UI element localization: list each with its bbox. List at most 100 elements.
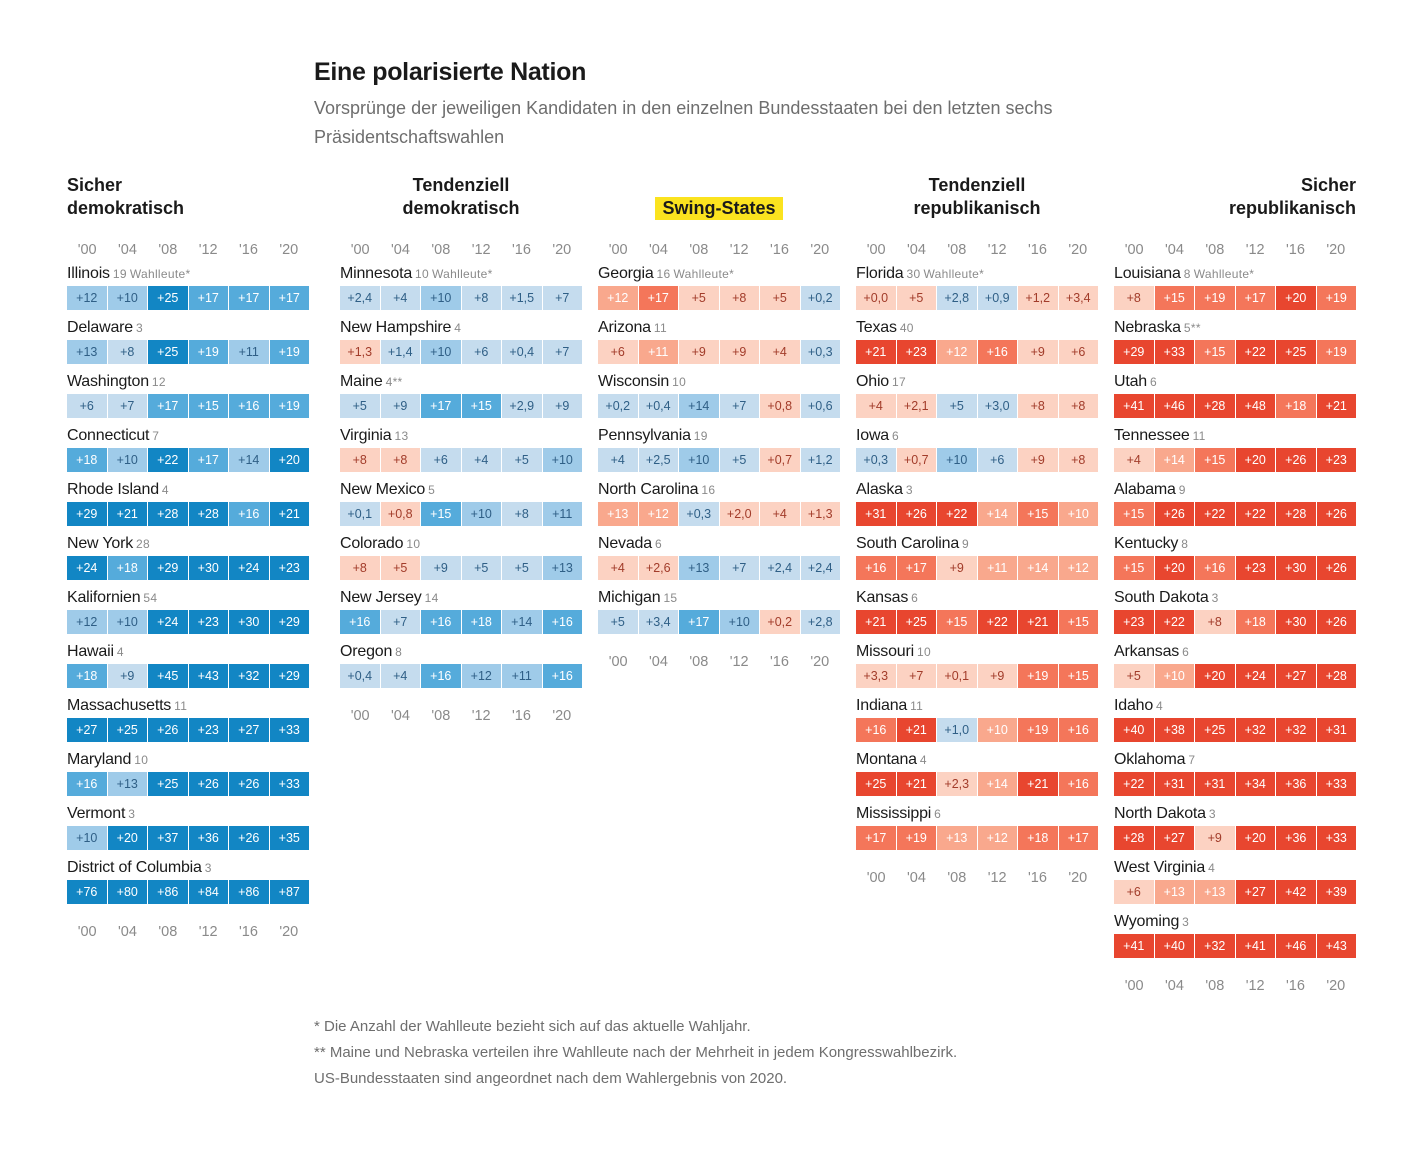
electoral-votes-suffix: Wahlleute* xyxy=(673,267,735,281)
margin-cells: +76 +80 +86 +84 +86 +87 xyxy=(67,880,309,904)
margin-cell: +17 xyxy=(421,394,461,418)
electoral-votes: 4 xyxy=(919,753,927,767)
year-label: '16 xyxy=(512,708,531,724)
group-heading-line: republikanisch xyxy=(913,198,1041,218)
margin-cell: +14 xyxy=(977,772,1017,796)
group-swing-states: Swing-States '00'04'08'12'16'20 Georgia 16 W… xyxy=(598,174,840,674)
chart-title: Eine polarisierte Nation xyxy=(314,58,587,86)
margin-cell: +23 xyxy=(269,556,309,580)
margin-cell: +16 xyxy=(542,664,582,688)
state-name: Ohio 17 xyxy=(856,370,1098,394)
margin-cells: +41 +40 +32 +41 +46 +43 xyxy=(1114,934,1356,958)
state-row: West Virginia 4 +6 +13 +13 +27 +42 +39 xyxy=(1114,856,1356,910)
margin-cell: +17 xyxy=(148,394,188,418)
electoral-votes: 5 xyxy=(428,483,436,497)
margin-cell: +22 xyxy=(977,610,1017,634)
year-label: '00 xyxy=(350,242,370,258)
state-name: Mississippi 6 xyxy=(856,802,1098,826)
electoral-votes: 10 xyxy=(916,645,931,659)
state-row: Florida 30 Wahlleute* +0,0 +5 +2,8 +0,9 +1,2 +3,… xyxy=(856,262,1098,316)
state-label: Massachusetts xyxy=(67,697,172,714)
margin-cells: +16 +7 +16 +18 +14 +16 xyxy=(340,610,582,634)
electoral-votes: 19 xyxy=(112,267,127,281)
state-label: Delaware xyxy=(67,319,133,336)
margin-cell: +20 xyxy=(1195,664,1235,688)
margin-cell: +21 xyxy=(1018,772,1058,796)
margin-cell: +21 xyxy=(856,340,896,364)
margin-cell: +6 xyxy=(977,448,1017,472)
year-label: '20 xyxy=(1326,978,1346,994)
margin-cells: +25 +21 +2,3 +14 +21 +16 xyxy=(856,772,1098,796)
margin-cell: +22 xyxy=(148,448,188,472)
year-label: '20 xyxy=(279,924,299,940)
margin-cells: +27 +25 +26 +23 +27 +33 xyxy=(67,718,309,742)
state-label: Illinois xyxy=(67,265,110,282)
electoral-votes: 9 xyxy=(1178,483,1186,497)
margin-cell: +37 xyxy=(148,826,188,850)
margin-cell: +15 xyxy=(1154,286,1194,310)
year-label: '16 xyxy=(512,242,531,258)
state-row: Alabama 9 +15 +26 +22 +22 +28 +26 xyxy=(1114,478,1356,532)
margin-cell: +16 xyxy=(1058,772,1098,796)
margin-cell: +21 xyxy=(107,502,147,526)
margin-cell: +33 xyxy=(269,772,309,796)
state-label: Missouri xyxy=(856,643,914,660)
year-label: '04 xyxy=(391,242,410,258)
margin-cells: +2,4 +4 +10 +8 +1,5 +7 xyxy=(340,286,582,310)
state-row: Indiana 11 +16 +21 +1,0 +10 +19 +16 xyxy=(856,694,1098,748)
year-axis-top: '00 '04 '08 '12 '16 '20 xyxy=(856,238,1098,262)
margin-cell: +11 xyxy=(229,340,269,364)
margin-cell: +12 xyxy=(638,502,678,526)
margin-cells: +4 +14 +15 +20 +26 +23 xyxy=(1114,448,1356,472)
state-row: Washington 12 +6 +7 +17 +15 +16 +19 xyxy=(67,370,309,424)
margin-cell: +10 xyxy=(421,286,461,310)
margin-cell: +25 xyxy=(107,718,147,742)
margin-cell: +7 xyxy=(719,394,759,418)
state-label: Vermont xyxy=(67,805,126,822)
margin-cell: +26 xyxy=(229,826,269,850)
state-row: Delaware 3 +13 +8 +25 +19 +11 +19 xyxy=(67,316,309,370)
state-name: Maryland 10 xyxy=(67,748,309,772)
margin-cell: +7 xyxy=(380,610,420,634)
margin-cells: +18 +9 +45 +43 +32 +29 xyxy=(67,664,309,688)
margin-cell: +8 xyxy=(107,340,147,364)
state-row: Wyoming 3 +41 +40 +32 +41 +46 +43 xyxy=(1114,910,1356,964)
electoral-votes: 3 xyxy=(128,807,136,821)
margin-cells: +8 +5 +9 +5 +5 +13 xyxy=(340,556,582,580)
state-row: North Dakota 3 +28 +27 +9 +20 +36 +33 xyxy=(1114,802,1356,856)
state-label: Michigan xyxy=(598,589,661,606)
group-heading-line: Sicher xyxy=(1300,175,1356,195)
year-label: '16 xyxy=(770,242,789,258)
state-label: New York xyxy=(67,535,133,552)
margin-cell: +25 xyxy=(856,772,896,796)
margin-cell: +23 xyxy=(1235,556,1275,580)
electoral-votes: 5** xyxy=(1183,321,1201,335)
margin-cell: +16 xyxy=(421,610,461,634)
year-label: '12 xyxy=(198,924,218,940)
margin-cell: +19 xyxy=(1195,286,1235,310)
margin-cell: +24 xyxy=(148,610,188,634)
margin-cell: +10 xyxy=(107,286,147,310)
footnote-electors: * Die Anzahl der Wahlleute bezieht sich … xyxy=(314,1018,751,1035)
margin-cell: +30 xyxy=(188,556,228,580)
margin-cell: +12 xyxy=(67,286,107,310)
margin-cell: +3,4 xyxy=(1058,286,1098,310)
margin-cell: +14 xyxy=(679,394,719,418)
margin-cell: +22 xyxy=(1114,772,1154,796)
state-label: Minnesota xyxy=(340,265,413,282)
margin-cell: +18 xyxy=(1018,826,1058,850)
state-row: Utah 6 +41 +46 +28 +48 +18 +21 xyxy=(1114,370,1356,424)
electoral-votes: 11 xyxy=(653,321,667,335)
state-label: Nebraska xyxy=(1114,319,1181,336)
state-label: Louisiana xyxy=(1114,265,1181,282)
group-heading-line: demokratisch xyxy=(67,198,185,218)
electoral-votes: 4** xyxy=(385,375,403,389)
electoral-votes: 17 xyxy=(892,375,906,389)
margin-cell: +22 xyxy=(1235,502,1275,526)
margin-cell: +9 xyxy=(1195,826,1235,850)
margin-cell: +15 xyxy=(937,610,977,634)
margin-cell: +13 xyxy=(67,340,107,364)
margin-cell: +27 xyxy=(1154,826,1194,850)
margin-cell: +4 xyxy=(380,664,420,688)
state-name: Kansas 6 xyxy=(856,586,1098,610)
